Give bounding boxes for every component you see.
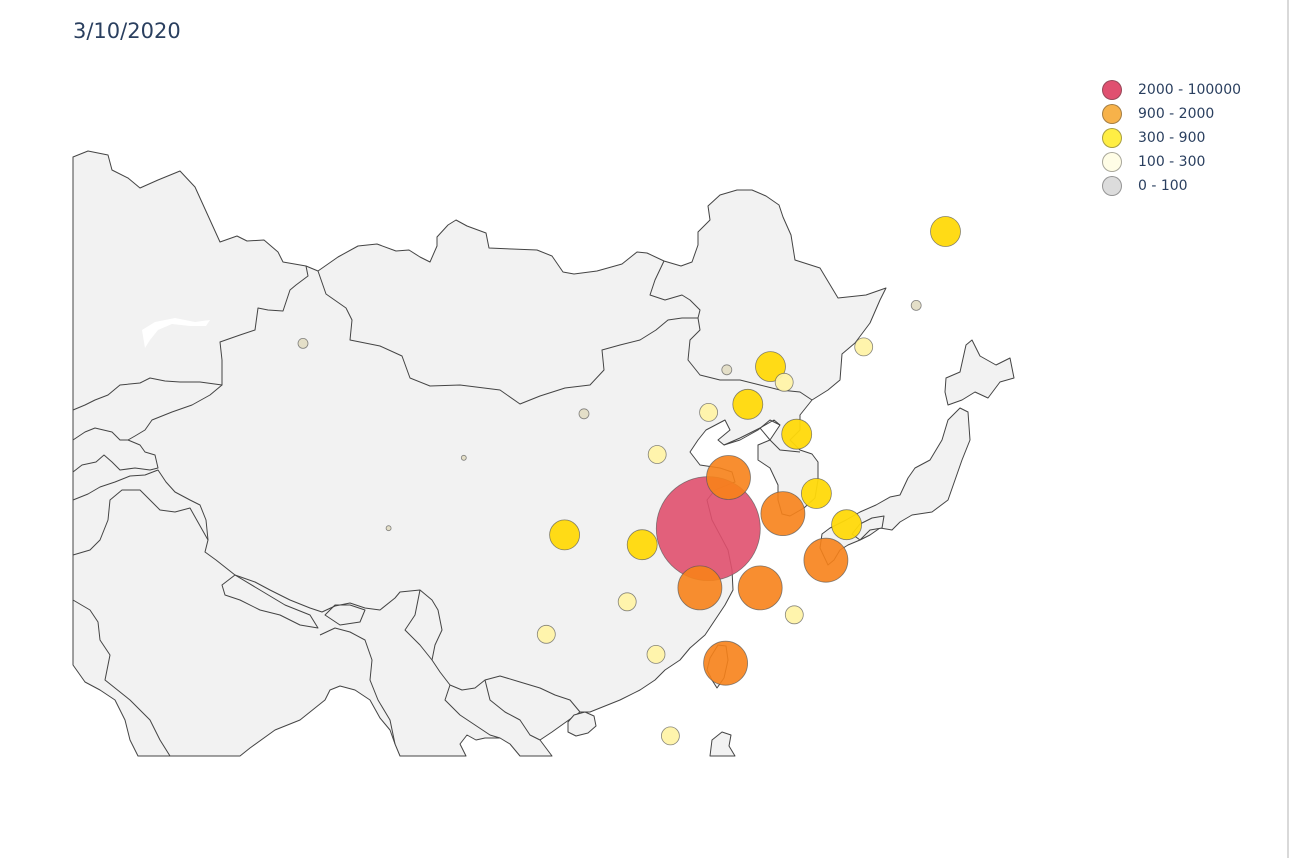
- laos-vietnam-border: [404, 589, 541, 741]
- points-layer: [297, 216, 961, 746]
- mongolia-border: [317, 260, 701, 405]
- legend-label: 0 - 100: [1138, 178, 1188, 194]
- legend-label: 300 - 900: [1138, 130, 1206, 146]
- legend-item-900-2000[interactable]: 900 - 2000: [1100, 102, 1241, 126]
- map-point[interactable]: [385, 525, 392, 532]
- map-point[interactable]: [784, 605, 804, 625]
- india-border: [72, 599, 171, 757]
- map-point[interactable]: [755, 351, 786, 383]
- map-point[interactable]: [831, 509, 862, 541]
- map-point[interactable]: [460, 454, 467, 461]
- map-point[interactable]: [706, 455, 751, 500]
- shikoku-island: [851, 515, 885, 541]
- bhutan-border: [324, 604, 366, 626]
- myanmar-border: [319, 627, 396, 745]
- legend-swatch: [1102, 176, 1122, 196]
- map-point[interactable]: [578, 408, 590, 420]
- legend-item-100-300[interactable]: 100 - 300: [1100, 150, 1241, 174]
- korea-border: [723, 419, 801, 453]
- legend-swatch: [1102, 104, 1122, 124]
- map-point[interactable]: [536, 624, 556, 644]
- legend-item-300-900[interactable]: 300 - 900: [1100, 126, 1241, 150]
- hokkaido-island: [944, 339, 1015, 406]
- map-point[interactable]: [801, 478, 832, 509]
- legend[interactable]: 2000 - 100000 900 - 2000 300 - 900 100 -…: [1100, 78, 1241, 198]
- map-point[interactable]: [626, 529, 658, 561]
- map-point[interactable]: [781, 418, 813, 450]
- map-point[interactable]: [774, 372, 794, 392]
- hainan-island: [567, 711, 597, 737]
- map-point[interactable]: [737, 565, 783, 611]
- russia-kazakh-border: [72, 265, 309, 411]
- lake-balkhash: [142, 318, 210, 348]
- map-point[interactable]: [910, 299, 922, 311]
- map-point[interactable]: [732, 388, 764, 420]
- map-point[interactable]: [646, 645, 666, 664]
- legend-swatch: [1102, 128, 1122, 148]
- map-point[interactable]: [699, 402, 718, 422]
- mainland-asia-land: [72, 150, 887, 757]
- legend-label: 2000 - 100000: [1138, 82, 1242, 98]
- map-point[interactable]: [803, 537, 849, 583]
- legend-label: 100 - 300: [1138, 154, 1206, 170]
- himalaya-border: [72, 489, 209, 556]
- map-point[interactable]: [760, 491, 806, 536]
- map-point[interactable]: [721, 364, 733, 376]
- map-point[interactable]: [549, 519, 580, 551]
- map-point[interactable]: [297, 337, 309, 349]
- map-point[interactable]: [617, 592, 637, 612]
- map-point[interactable]: [854, 337, 874, 357]
- honshu-island: [819, 407, 971, 566]
- land-layer: [72, 150, 1015, 757]
- luzon-island: [709, 731, 736, 757]
- legend-swatch: [1102, 80, 1122, 100]
- map-point[interactable]: [930, 216, 961, 247]
- right-edge-divider: [1287, 0, 1289, 858]
- kyrgyz-border: [72, 439, 159, 473]
- legend-item-2000-100000[interactable]: 2000 - 100000: [1100, 78, 1241, 102]
- central-asia-border: [72, 384, 223, 441]
- map-point[interactable]: [677, 565, 723, 611]
- map-title: 3/10/2020: [73, 19, 181, 43]
- map-point[interactable]: [647, 445, 667, 464]
- map-point[interactable]: [661, 726, 680, 746]
- legend-item-0-100[interactable]: 0 - 100: [1100, 174, 1241, 198]
- legend-swatch: [1102, 152, 1122, 172]
- legend-label: 900 - 2000: [1138, 106, 1215, 122]
- nepal-border: [221, 574, 319, 629]
- map-point[interactable]: [703, 640, 748, 686]
